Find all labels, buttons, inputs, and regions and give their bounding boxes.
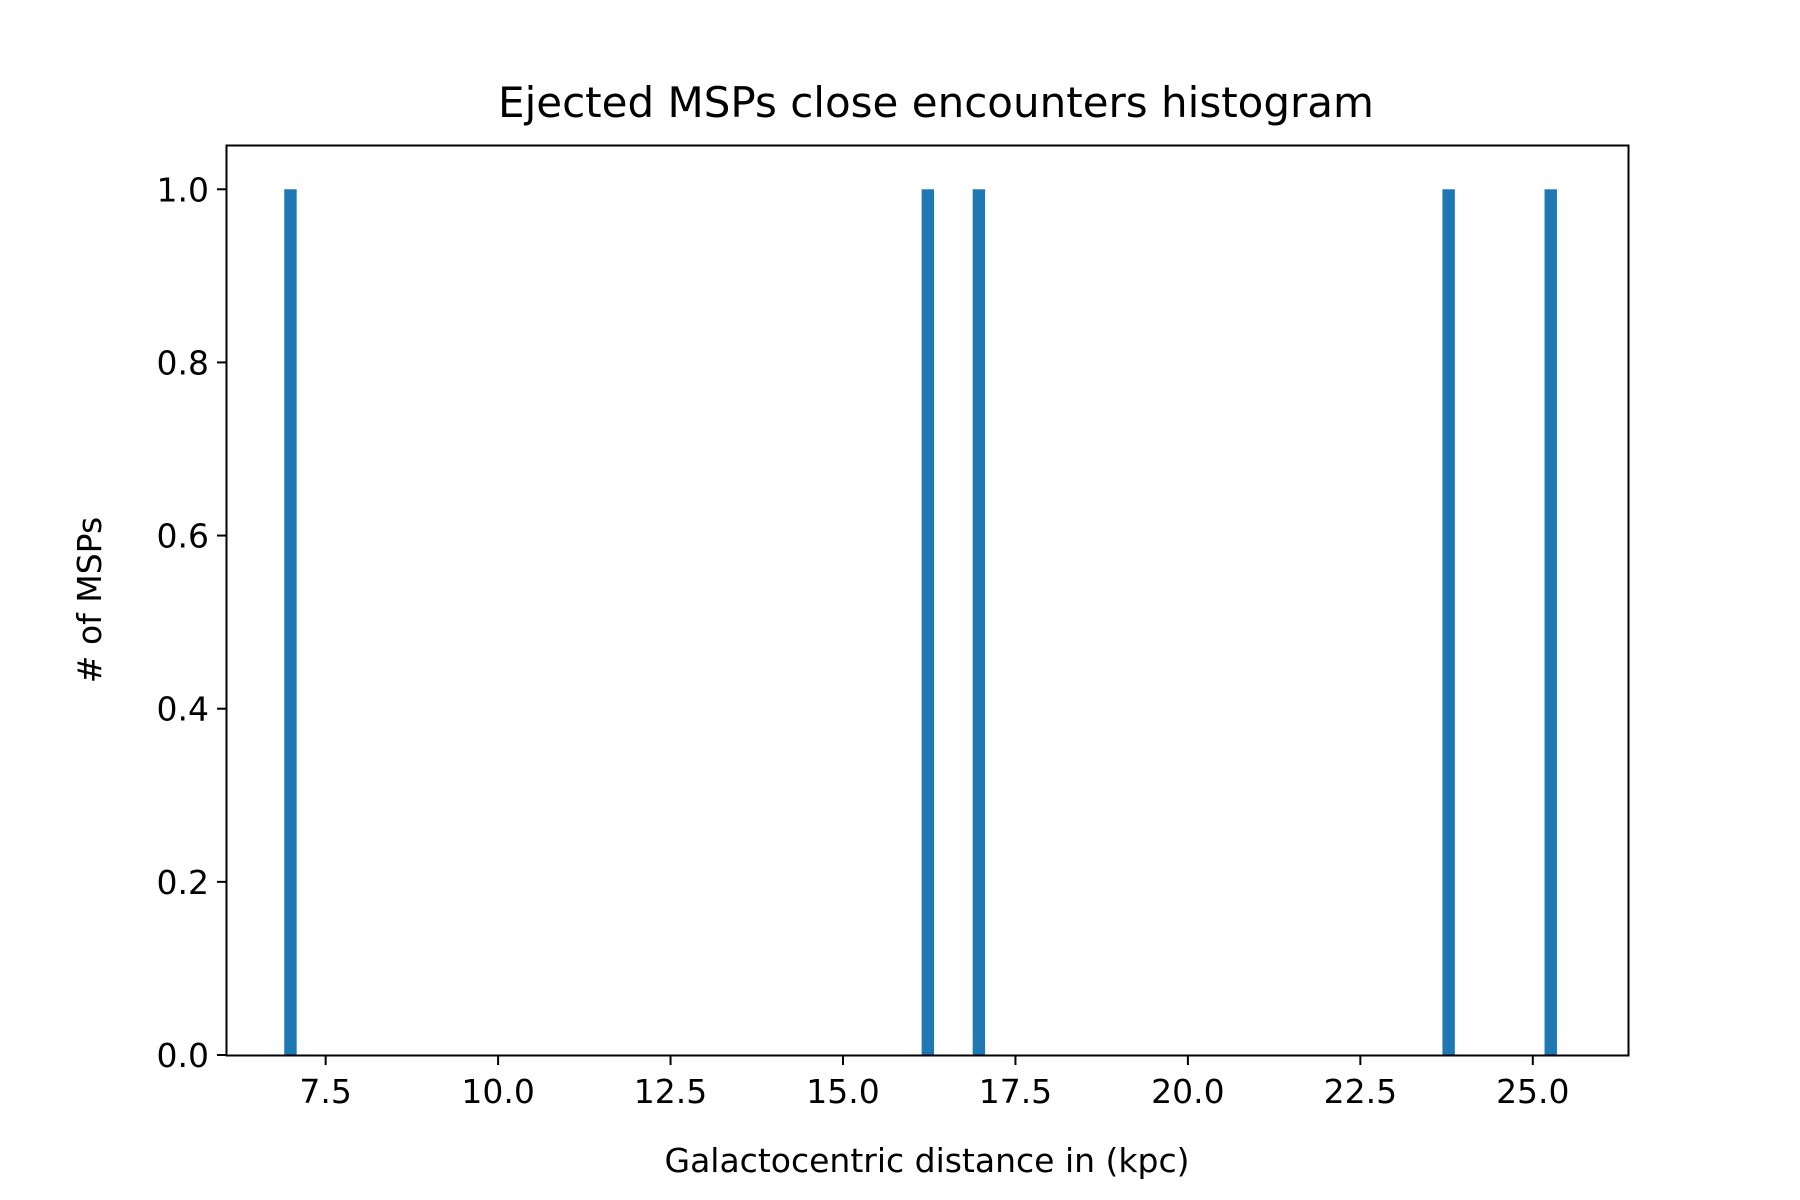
x-tick-label: 25.0 xyxy=(1496,1072,1569,1111)
x-tick-label: 17.5 xyxy=(979,1072,1052,1111)
x-tick-label: 15.0 xyxy=(806,1072,879,1111)
y-tick-label: 0.2 xyxy=(157,863,209,902)
x-tick-label: 22.5 xyxy=(1324,1072,1397,1111)
histogram-bar-2 xyxy=(921,189,935,1056)
y-axis-ticks: 0.0 0.2 0.4 0.6 0.8 1.0 xyxy=(157,170,227,1075)
x-tick-label: 10.0 xyxy=(461,1072,534,1111)
histogram-bar-1 xyxy=(284,189,297,1056)
x-tick-label: 20.0 xyxy=(1151,1072,1224,1111)
y-tick-label: 1.0 xyxy=(157,170,209,209)
plot-area-frame xyxy=(225,144,1630,1057)
y-axis-label: # of MSPs xyxy=(70,517,109,683)
chart-title: Ejected MSPs close encounters histogram xyxy=(498,78,1374,127)
y-tick-label: 0.0 xyxy=(157,1036,209,1075)
histogram-bar-4 xyxy=(1442,189,1455,1056)
x-tick-label: 7.5 xyxy=(299,1072,351,1111)
y-tick-label: 0.4 xyxy=(157,690,209,729)
y-tick-label: 0.8 xyxy=(157,343,209,382)
x-tick-label: 12.5 xyxy=(634,1072,707,1111)
bars-layer xyxy=(284,189,1557,1056)
x-axis-ticks: 7.5 10.0 12.5 15.0 17.5 20.0 22.5 25.0 xyxy=(299,1055,1570,1111)
y-tick-label: 0.6 xyxy=(157,517,209,556)
histogram-bar-5 xyxy=(1544,189,1557,1056)
histogram-bar-3 xyxy=(972,189,986,1056)
x-axis-label: Galactocentric distance in (kpc) xyxy=(665,1141,1190,1180)
